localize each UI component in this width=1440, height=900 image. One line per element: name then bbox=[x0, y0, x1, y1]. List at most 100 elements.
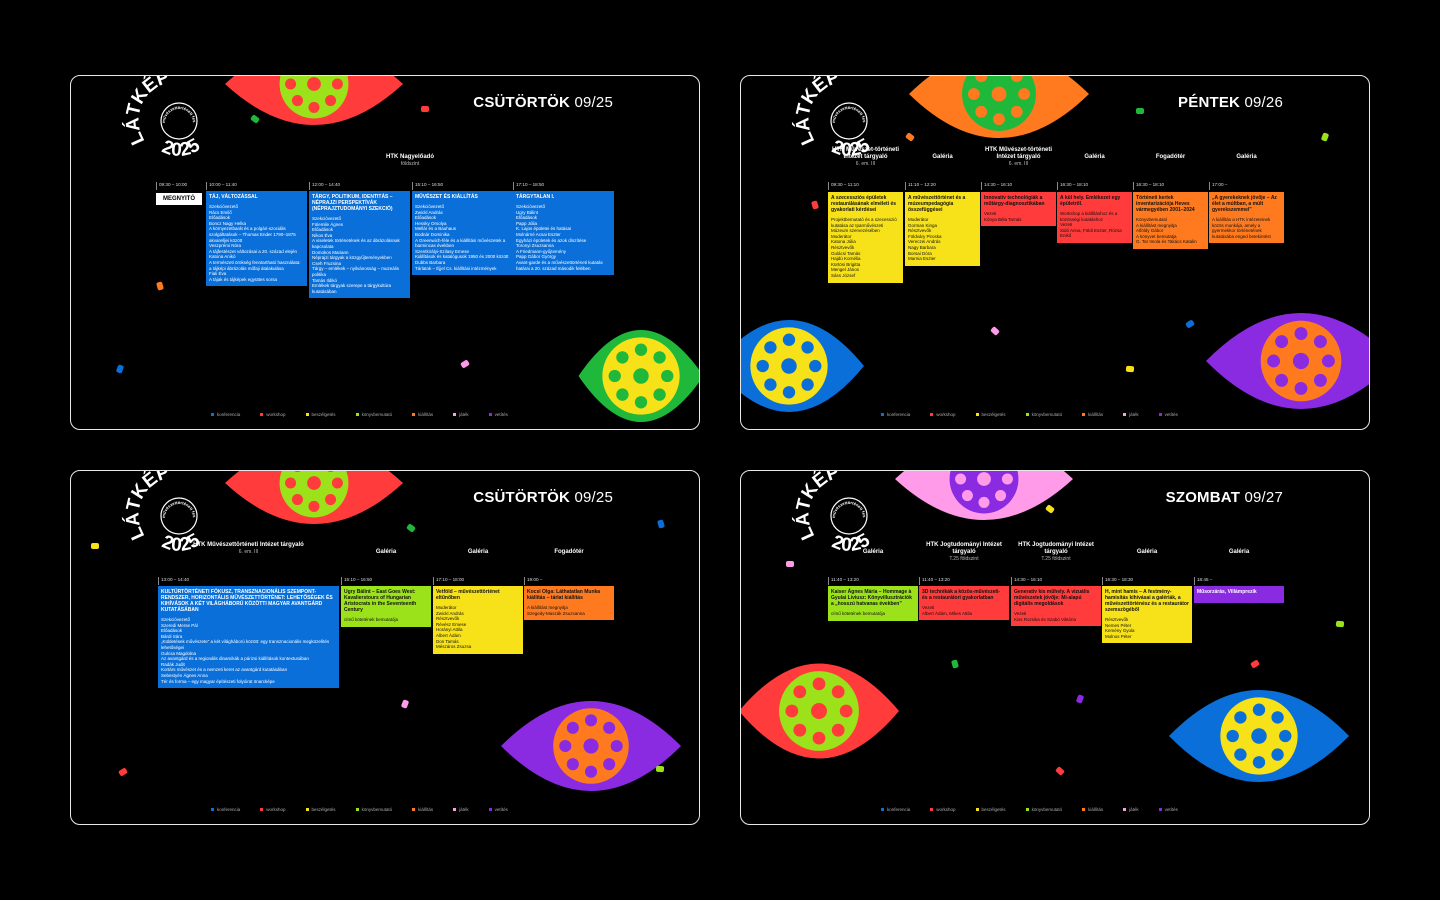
event-line: Résztvevők bbox=[908, 228, 932, 234]
eye-dot bbox=[995, 490, 1007, 502]
legend-item: vetítés bbox=[1158, 807, 1178, 812]
venue: Fogadótér bbox=[524, 549, 614, 556]
legend: konferencia workshop beszélgetés könyvbemut… bbox=[881, 412, 1178, 417]
legend-swatch bbox=[260, 413, 264, 417]
legend-item: játék bbox=[1123, 807, 1139, 812]
eye-iris bbox=[279, 76, 349, 119]
event-line: Hessky Orsolya bbox=[415, 220, 447, 226]
venue-name: HTK Jogtudományi Intézet tárgyaló bbox=[1018, 542, 1094, 555]
event-line: Az avantgárd és a regionális dinamikák a… bbox=[161, 656, 309, 662]
confetti bbox=[1076, 694, 1084, 704]
event-title: A művészettörténet és a múzeumpedagógia … bbox=[908, 195, 966, 213]
legend-swatch bbox=[355, 413, 359, 417]
venue-name: Galéria bbox=[375, 549, 397, 555]
event-line: Vereczei András bbox=[908, 239, 941, 245]
event-line: Szekcióvezető bbox=[312, 216, 342, 221]
legend-label: könyvbemutató bbox=[361, 807, 393, 812]
eye-dot bbox=[291, 95, 303, 107]
event-block: Kocsi Olga: Láthatatlan Munka kiállítás … bbox=[524, 586, 614, 621]
legend-swatch bbox=[1158, 413, 1162, 417]
legend-swatch bbox=[488, 413, 492, 417]
legend-item: konferencia bbox=[211, 807, 240, 812]
event-title: TÁRGY, POLITIKUM, IDENTITÁS – NÉPRAJZI P… bbox=[312, 194, 393, 212]
eye-dot bbox=[566, 721, 579, 734]
venue-name: Galéria bbox=[1228, 549, 1250, 555]
eye-dot bbox=[1313, 373, 1327, 387]
eye-dot bbox=[764, 378, 777, 391]
event-line: Molnos Péter bbox=[1105, 633, 1132, 639]
time-slot: 12:00 – 14:40 bbox=[309, 182, 410, 190]
eye-dot bbox=[1251, 728, 1267, 744]
event-line: Szeredi Merse Pál bbox=[161, 622, 198, 628]
event-line: Workshop a kiállításhoz és a közösségi k… bbox=[1060, 211, 1118, 222]
confetti bbox=[91, 543, 99, 549]
event-line: K. Lajos épületei és hatásai bbox=[516, 226, 572, 232]
event-line: Kiss Rozsika és Szabó Viktória bbox=[1014, 616, 1076, 622]
time-slot: 19:00 – bbox=[524, 577, 614, 585]
event-line: Domokos Mariann bbox=[312, 249, 349, 255]
eye-dot bbox=[616, 351, 629, 364]
legend-swatch bbox=[260, 808, 264, 812]
eye-dot bbox=[782, 333, 796, 346]
eye-dot bbox=[331, 477, 343, 489]
eye-dot bbox=[1226, 729, 1239, 743]
venue-name: HTK Művészettörténeti Intézet tárgyaló bbox=[193, 542, 304, 548]
event-title: Ugry Bálint – East Goes West: Kavalierst… bbox=[344, 589, 417, 613]
day-name: CSÜTÖRTÖK bbox=[473, 489, 571, 506]
eye-dot bbox=[291, 494, 303, 506]
time-slot: 17:10 – 18:50 bbox=[513, 182, 614, 190]
event-block: Vetföld – művészettörténet eltűnőben Mode… bbox=[433, 586, 523, 654]
event-title: A szecessziós épületek restaurálásának e… bbox=[831, 195, 897, 213]
event-line: Kortárs művészet és a nemzeti keret az a… bbox=[161, 667, 288, 673]
event-block: Generatív kis műhely. A vizuális művésze… bbox=[1011, 586, 1101, 627]
event-title: Kocsi Olga: Láthatatlan Munka kiállítás … bbox=[527, 589, 601, 601]
venue-name: HTK Jogtudományi Intézet tárgyaló bbox=[926, 542, 1002, 555]
event-block: H, mint hamis – A festmény-hamisítás kih… bbox=[1102, 586, 1192, 644]
eye-dot bbox=[1294, 327, 1308, 341]
event-block: TÁRGYTALAN I. Szekcióvezető Ugry Bálint Elő… bbox=[513, 191, 614, 276]
eye-dot bbox=[991, 86, 1007, 102]
eye-dot bbox=[961, 490, 973, 502]
legend: konferencia workshop beszélgetés könyvbemut… bbox=[211, 412, 508, 417]
event-block: TÁJ, VÁLTOZÁSSAL Szekcióvezető Rács Emilő E… bbox=[206, 191, 307, 287]
event-line: Szekcióvezető bbox=[415, 204, 445, 209]
event-line: „Küldetések művészete” a két világháború… bbox=[161, 639, 330, 650]
eye-dot bbox=[616, 388, 629, 401]
eye-dot bbox=[756, 359, 769, 373]
eye-dot bbox=[839, 704, 853, 718]
event-line: Kónya Béla Tamás bbox=[984, 216, 1022, 222]
eye-dot bbox=[285, 78, 297, 90]
legend-item: beszélgetés bbox=[305, 412, 336, 417]
eye-dot bbox=[1018, 88, 1031, 100]
event-line: Egyházi épületek és azok díszítése bbox=[516, 237, 587, 243]
venue: Galéria bbox=[341, 549, 431, 556]
venue: HTK Művészet-történeti Intézet tárgyaló 6… bbox=[828, 147, 903, 168]
event-title: Történeti kertek inventarizációja Heves … bbox=[1136, 195, 1195, 213]
eye-dot bbox=[812, 677, 826, 691]
venue-name: Galéria bbox=[862, 549, 884, 555]
event-line: Szekcióvezető bbox=[516, 204, 546, 209]
legend-item: beszélgetés bbox=[975, 412, 1006, 417]
eye-dot bbox=[325, 494, 337, 506]
event-line: A kiállítást megnyitja bbox=[1136, 222, 1177, 228]
time-slot: 14:30 – 16:10 bbox=[1011, 577, 1101, 585]
legend-swatch bbox=[305, 808, 309, 812]
venue-name: Fogadótér bbox=[554, 549, 584, 555]
time-slot: 18:45 – bbox=[1194, 577, 1284, 585]
legend-item: workshop bbox=[930, 412, 956, 417]
event-line: Bárdi Sára bbox=[161, 633, 183, 639]
venue: HTK Művészettörténeti Intézet tárgyaló 6.… bbox=[158, 542, 339, 556]
legend-item: játék bbox=[1123, 412, 1139, 417]
legend-item: workshop bbox=[260, 412, 286, 417]
legend-swatch bbox=[412, 808, 416, 812]
venue-name: Galéria bbox=[1136, 549, 1158, 555]
opening-label: MEGNYITÓ bbox=[156, 193, 202, 205]
legend-item: vetítés bbox=[1158, 412, 1178, 417]
legend-item: könyvbemutató bbox=[1025, 412, 1062, 417]
day-date: 09/27 bbox=[1244, 489, 1283, 506]
event-line: Rács Emilő bbox=[209, 209, 232, 215]
time-slot: 14:30 – 16:10 bbox=[981, 182, 1056, 190]
event-line: A tájfestészet változásai a 20. század e… bbox=[209, 248, 298, 254]
event-line: Előadások bbox=[415, 215, 437, 221]
